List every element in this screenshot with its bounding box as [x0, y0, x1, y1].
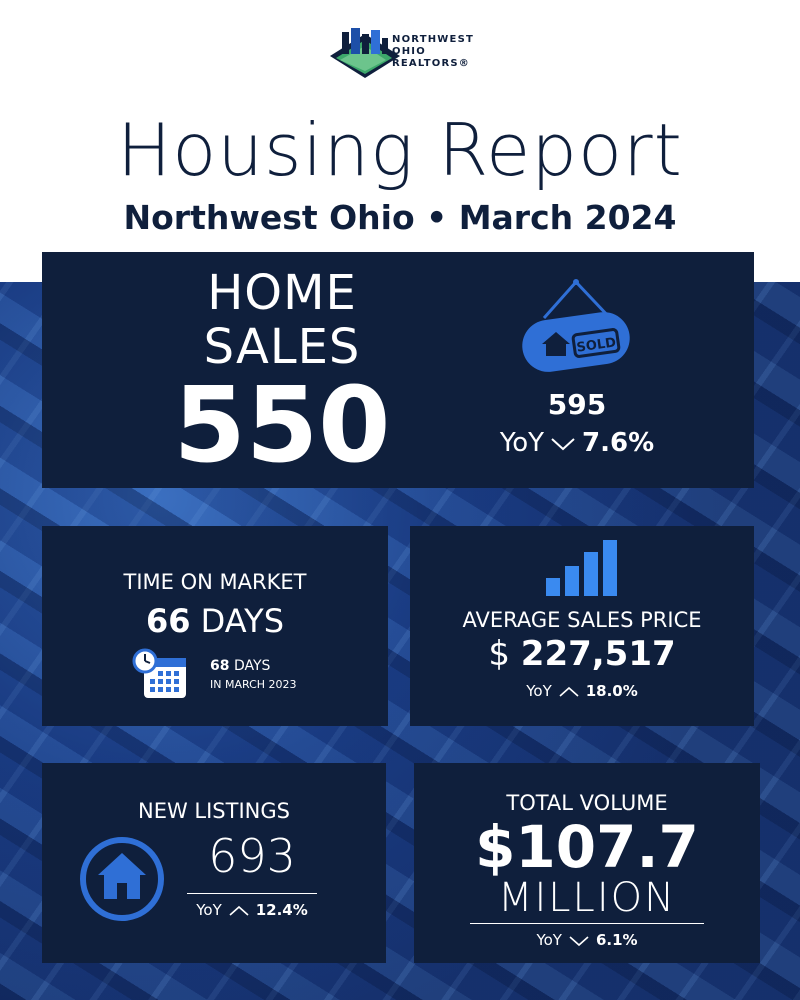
total-volume-unit: MILLION: [497, 875, 677, 921]
total-volume-label: TOTAL VOLUME: [506, 791, 668, 815]
yoy-percent: 18.0%: [585, 682, 638, 700]
yoy-label: YoY: [536, 931, 562, 949]
time-on-market-prior: 68 DAYS IN MARCH 2023: [210, 658, 360, 691]
sold-sign-text: SOLD: [576, 335, 617, 355]
currency-symbol: $: [488, 634, 510, 674]
total-volume-yoy: YoY 6.1%: [414, 931, 760, 949]
home-sales-label: HOME SALES: [142, 266, 422, 374]
average-sales-price-value: $ 227,517: [410, 634, 754, 674]
time-on-market-value: 66 DAYS: [42, 602, 388, 640]
time-on-market-label: TIME ON MARKET: [123, 570, 307, 594]
yoy-percent: 7.6%: [582, 428, 655, 458]
page-title: Housing Report: [117, 108, 683, 192]
average-sales-price-label: AVERAGE SALES PRICE: [462, 608, 702, 632]
new-listings-panel: NEW LISTINGS 693 YoY 12.4%: [42, 763, 386, 963]
home-sales-yoy: YoY 7.6%: [462, 428, 692, 458]
home-sales-label-line-2: SALES: [203, 319, 361, 375]
yoy-percent: 12.4%: [255, 901, 308, 919]
new-listings-yoy: YoY 12.4%: [187, 901, 317, 919]
calendar-clock-icon: [132, 648, 186, 698]
time-on-market-number: 66: [145, 602, 191, 640]
time-on-market-prior-number: 68: [210, 658, 230, 674]
home-sales-prior-value: 595: [547, 388, 607, 421]
brand-line-1: NORTHWEST: [392, 34, 474, 45]
chevron-down-icon: [551, 437, 575, 450]
yoy-label: YoY: [196, 901, 222, 919]
bar-chart-icon: [546, 540, 617, 596]
total-volume-value: $107.7: [475, 813, 699, 881]
realtor-logo-icon: [330, 28, 400, 78]
average-sales-price-number: 227,517: [520, 634, 676, 674]
home-sales-label-line-1: HOME: [207, 265, 357, 321]
chevron-up-icon: [559, 686, 579, 697]
time-on-market-panel: TIME ON MARKET 66 DAYS 68 DAYS IN MARCH …: [42, 526, 388, 726]
yoy-label: YoY: [499, 428, 545, 458]
chevron-down-icon: [569, 935, 589, 946]
chevron-up-icon: [229, 905, 249, 916]
brand-line-2: OHIO: [392, 46, 426, 57]
sold-sign-icon: SOLD: [522, 279, 630, 372]
yoy-label: YoY: [526, 682, 552, 700]
average-sales-price-panel: AVERAGE SALES PRICE $ 227,517 YoY 18.0%: [410, 526, 754, 726]
new-listings-value: 693: [208, 829, 296, 883]
home-sales-value: 550: [173, 364, 391, 486]
total-volume-panel: TOTAL VOLUME $107.7 MILLION YoY 6.1%: [414, 763, 760, 963]
divider: [470, 923, 704, 924]
average-sales-price-yoy: YoY 18.0%: [410, 682, 754, 700]
brand-wordmark: NORTHWEST OHIO REALTORS®: [392, 34, 474, 70]
home-sales-panel: HOME SALES 550 SOLD 595 YoY 7.6%: [42, 252, 754, 488]
time-on-market-unit: DAYS: [200, 602, 285, 640]
page-subtitle: Northwest Ohio • March 2024: [123, 198, 677, 237]
new-listings-label: NEW LISTINGS: [138, 799, 290, 823]
time-on-market-prior-period: IN MARCH 2023: [210, 678, 297, 691]
divider: [187, 893, 317, 894]
brand-line-3: REALTORS®: [392, 58, 471, 69]
house-circle-icon: [80, 837, 164, 921]
time-on-market-prior-unit: DAYS: [233, 658, 271, 674]
yoy-percent: 6.1%: [595, 931, 638, 949]
